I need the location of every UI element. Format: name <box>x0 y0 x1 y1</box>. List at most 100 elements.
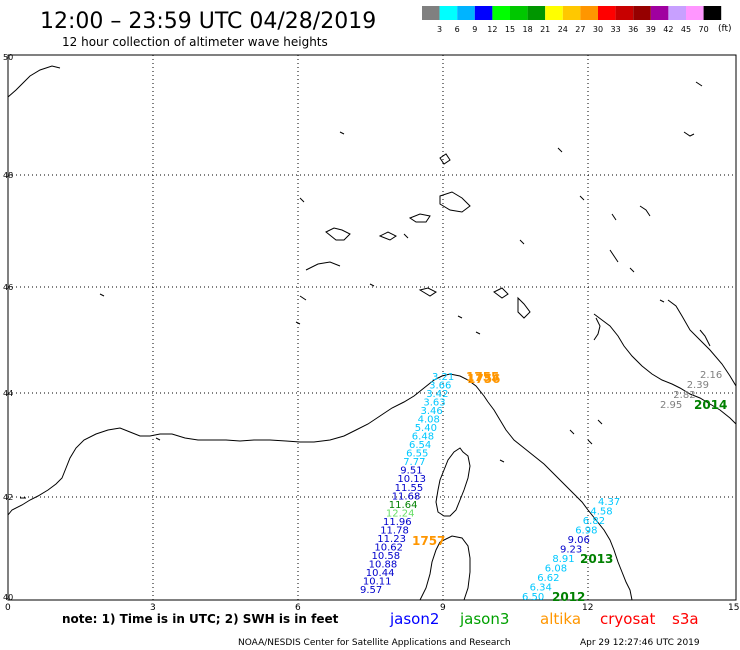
legend-swatch <box>580 6 598 20</box>
latitude-labels: 50 48 46 44 42 40 <box>3 53 13 602</box>
wave-height-value: 2.82 <box>673 390 695 401</box>
wave-height-value: 6.54 <box>409 440 431 451</box>
coastlines <box>7 65 737 601</box>
wave-height-value: 2.95 <box>660 400 682 411</box>
wave-height-value: 11.55 <box>395 483 424 494</box>
legend-swatch <box>615 6 634 20</box>
wave-height-value: 3.63 <box>423 398 445 409</box>
lat-label-42: 42 <box>3 493 13 502</box>
legend-tick-label: 33 <box>611 25 621 34</box>
map-title: 12:00 – 23:59 UTC 04/28/2019 <box>40 9 376 34</box>
wave-height-value: 8.91 <box>552 554 574 565</box>
wave-height-value: 7.77 <box>403 457 425 468</box>
wave-height-value: 9.51 <box>400 466 422 477</box>
map-frame <box>7 54 737 601</box>
legend-swatch <box>422 6 440 20</box>
legend-tick-label: 3 <box>437 25 442 34</box>
legend-tick-label: 39 <box>646 25 656 34</box>
wave-height-value: 11.68 <box>392 491 421 502</box>
wave-height-value: 6.55 <box>406 449 428 460</box>
wave-height-value: 3.46 <box>421 406 443 417</box>
legend-jason3: jason3 <box>459 610 509 628</box>
wave-height-value: 11.78 <box>380 525 409 536</box>
legend-tick-label: 9 <box>472 25 477 34</box>
wave-height-value: 6.62 <box>537 573 559 584</box>
pass-label-2012: 2012 <box>552 590 585 604</box>
wave-height-value: 9.23 <box>560 545 582 556</box>
legend-tick-label: 70 <box>699 25 709 34</box>
lat-label-50: 50 <box>3 53 13 62</box>
wave-height-value: 9.06 <box>568 535 590 546</box>
legend-tick-label: 15 <box>505 25 515 34</box>
legend-cryosat: cryosat <box>600 610 655 628</box>
legend-swatch <box>703 6 722 20</box>
legend-tick-label: 6 <box>455 25 460 34</box>
wave-height-value: 3.42 <box>426 389 448 400</box>
legend-tick-label: 24 <box>558 25 568 34</box>
wave-height-value: 4.37 <box>598 497 620 508</box>
legend-tick-label: 27 <box>575 25 585 34</box>
lon-label-9: 9 <box>440 603 446 613</box>
legend-swatch <box>633 6 651 20</box>
wave-height-value: 4.08 <box>418 415 440 426</box>
wave-height-value: 3.21 <box>432 372 454 383</box>
legend-swatch <box>598 6 616 20</box>
wave-height-value: 10.58 <box>372 551 401 562</box>
lat-label-46: 46 <box>3 283 13 292</box>
wave-height-tracks: 3.213.663.423.633.464.085.406.486.546.55… <box>360 370 727 603</box>
credit-text: NOAA/NESDIS Center for Satellite Applica… <box>238 638 511 648</box>
legend-swatch <box>439 6 458 20</box>
legend-swatch <box>510 6 528 20</box>
wave-height-value: 11.96 <box>383 517 412 528</box>
legend-s3a: s3a <box>672 610 699 628</box>
legend-swatch <box>457 6 475 20</box>
legend-tick-label: 45 <box>681 25 691 34</box>
legend-tick-label: 30 <box>593 25 603 34</box>
wave-height-value: 2.39 <box>687 380 709 391</box>
wave-height-value: 12.24 <box>386 508 415 519</box>
legend-swatch <box>650 6 669 20</box>
footer-note: note: 1) Time is in UTC; 2) SWH is in fe… <box>62 612 339 626</box>
legend-swatch <box>562 6 581 20</box>
lon-label-3: 3 <box>150 603 156 613</box>
legend-jason2: jason2 <box>389 610 439 628</box>
wave-height-value: 6.08 <box>545 564 567 575</box>
pass-time-label: 2014 <box>694 398 727 412</box>
wave-height-value: 10.11 <box>363 577 392 588</box>
wave-height-value: 11.64 <box>389 500 418 511</box>
wave-height-value: 11.23 <box>377 534 406 545</box>
wave-height-value: 5.40 <box>415 423 437 434</box>
color-legend: 3 6 9 12 15 18 21 24 27 30 33 36 39 42 45 70 <box>422 6 722 34</box>
wave-height-value: 6.82 <box>583 516 605 527</box>
wave-height-value: 9.57 <box>360 585 382 596</box>
legend-swatch <box>474 6 493 20</box>
lat-label-44: 44 <box>3 389 13 398</box>
pass-label-1757: 1757 <box>412 534 445 548</box>
wave-height-value: 3.66 <box>429 381 451 392</box>
lat-label-40: 40 <box>3 593 13 602</box>
legend-tick-label: 21 <box>540 25 550 34</box>
pass-time-label: 2013 <box>580 552 613 566</box>
lon-label-15: 15 <box>728 603 739 613</box>
legend-tick-label: 42 <box>663 25 673 34</box>
legend-tick-label: 36 <box>628 25 638 34</box>
pass-label-1756: 1756 <box>467 372 500 386</box>
lat-label-48: 48 <box>3 171 13 180</box>
timestamp-text: Apr 29 12:27:46 UTC 2019 <box>580 638 700 648</box>
legend-swatch <box>545 6 563 20</box>
lon-label-6: 6 <box>295 603 301 613</box>
legend-altika: altika <box>540 610 581 628</box>
wave-height-value: 6.50 <box>522 592 544 603</box>
legend-swatch <box>668 6 686 20</box>
wave-height-value: 6.48 <box>412 432 434 443</box>
pass-time-label: 1755 <box>466 370 499 384</box>
wave-height-value: 10.62 <box>374 542 403 553</box>
lon-label-12: 12 <box>582 603 593 613</box>
wave-height-value: 10.13 <box>397 474 426 485</box>
wave-height-value: 10.44 <box>366 568 395 579</box>
legend-swatch <box>686 6 704 20</box>
legend-unit: (ft) <box>718 24 732 34</box>
lon-label-0: 0 <box>5 603 11 613</box>
wave-height-value: 6.34 <box>530 583 552 594</box>
